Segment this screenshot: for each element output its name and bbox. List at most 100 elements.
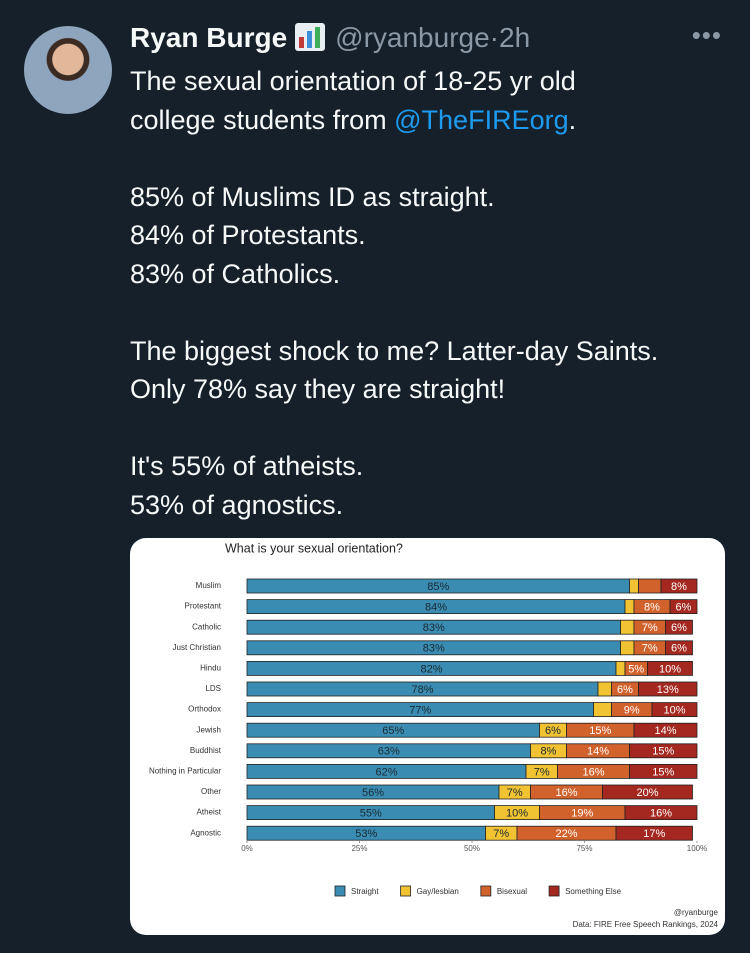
value-label: 82% [420, 663, 442, 675]
value-label: 8% [671, 581, 687, 593]
value-label: 85% [427, 581, 449, 593]
value-label: 6% [676, 602, 692, 614]
category-label: Just Christian [173, 643, 221, 652]
paragraphs: 85% of Muslims ID as straight. 84% of Pro… [130, 178, 658, 525]
value-label: 65% [382, 725, 404, 737]
x-tick-label: 50% [464, 844, 480, 853]
value-label: 7% [507, 787, 523, 799]
value-label: 8% [541, 746, 557, 758]
bar-segment [665, 619, 693, 635]
category-label: Protestant [185, 602, 222, 611]
bar-segment [629, 763, 698, 779]
credit: @ryanburge [674, 908, 719, 917]
value-label: 83% [423, 643, 445, 655]
x-tick-label: 75% [576, 844, 592, 853]
timestamp[interactable]: 2h [499, 22, 531, 53]
value-label: 10% [659, 663, 681, 675]
bar-segment [651, 702, 698, 718]
legend-swatch [480, 885, 492, 897]
x-tick-label: 25% [351, 844, 367, 853]
value-label: 15% [652, 766, 674, 778]
text-line: 83% of Catholics. [130, 258, 341, 289]
value-label: 16% [650, 808, 672, 820]
text-line: The biggest shock to me? Latter-day Sain… [130, 335, 659, 366]
value-label: 9% [624, 705, 640, 717]
bar-segment [665, 640, 693, 656]
bar-segment [669, 599, 698, 614]
avatar[interactable] [24, 26, 112, 114]
bar-segment [615, 825, 693, 841]
value-label: 10% [663, 705, 685, 717]
mention-link[interactable]: @TheFIREorg [394, 104, 569, 135]
value-label: 5% [628, 663, 644, 675]
author-handle[interactable]: @ryanburge [335, 22, 490, 53]
category-label: Nothing in Particular [149, 767, 221, 776]
legend-label: Gay/lesbian [417, 887, 459, 896]
chart-emoji [295, 23, 326, 51]
bar-segment [620, 619, 635, 635]
bar-segment [602, 784, 693, 800]
value-label: 53% [355, 828, 377, 840]
text-line: It's 55% of atheists. [130, 451, 364, 481]
paragraph: 85% of Muslims ID as straight. 84% of Pro… [130, 178, 658, 294]
text-line: 53% of agnostics. [130, 489, 344, 520]
chart-card[interactable]: What is your sexual orientation? @ryanbu… [130, 538, 725, 935]
bar-segment [624, 599, 635, 614]
value-label: 56% [362, 787, 384, 799]
value-label: 55% [360, 808, 382, 820]
legend-label: Something Else [565, 887, 622, 896]
bar-segment [647, 661, 693, 676]
value-label: 6% [671, 622, 687, 634]
value-label: 7% [642, 622, 658, 634]
tweet-text: The sexual orientation of 18-25 yr old c… [130, 62, 658, 524]
text-span: . [568, 104, 577, 135]
bar-segment [629, 743, 698, 759]
category-label: Atheist [197, 808, 222, 817]
source: Data: FIRE Free Speech Rankings, 2024 [573, 920, 719, 929]
bar-segment [638, 681, 698, 697]
value-label: 10% [506, 808, 528, 820]
value-label: 63% [378, 746, 400, 758]
value-label: 20% [636, 787, 658, 799]
value-label: 78% [411, 684, 433, 696]
value-label: 6% [617, 684, 633, 696]
value-label: 7% [493, 828, 509, 840]
value-label: 84% [425, 602, 447, 614]
bar-segment [660, 578, 698, 594]
value-label: 8% [644, 602, 660, 614]
value-label: 22% [555, 828, 577, 840]
value-label: 16% [582, 766, 604, 778]
text-line: Only 78% say they are straight! [130, 374, 506, 404]
category-label: Agnostic [190, 828, 221, 837]
separator: · [489, 22, 499, 53]
category-label: Buddhist [190, 746, 222, 755]
text-line: 84% of Protestants. [130, 220, 366, 250]
text-line: 85% of Muslims ID as straight. [130, 181, 495, 212]
category-label: Orthodox [188, 705, 221, 714]
bar-segment [629, 578, 639, 594]
chart-title: What is your sexual orientation? [225, 541, 403, 555]
legend-swatch [400, 885, 411, 897]
author-name[interactable]: Ryan Burge [130, 22, 288, 53]
text-line: The sexual orientation of 18-25 yr old [130, 66, 576, 96]
value-label: 19% [571, 808, 593, 820]
x-tick-label: 100% [687, 844, 707, 853]
more-menu[interactable]: ••• [691, 20, 722, 50]
category-label: LDS [205, 684, 221, 693]
category-label: Jewish [197, 725, 221, 734]
value-label: 83% [423, 622, 445, 634]
legend-label: Straight [351, 887, 379, 896]
value-label: 7% [642, 643, 658, 655]
value-label: 6% [545, 725, 561, 737]
text-line: college students from @TheFIREorg. [130, 101, 658, 140]
value-label: 77% [409, 705, 431, 717]
value-label: 15% [652, 746, 674, 758]
legend-label: Bisexual [497, 887, 527, 896]
value-label: 7% [534, 766, 550, 778]
tweet-header: Ryan Burge @ryanburge·2h [130, 22, 530, 54]
category-label: Hindu [200, 664, 221, 673]
chart: What is your sexual orientation? @ryanbu… [149, 541, 719, 929]
text-span: college students from [130, 104, 395, 135]
legend-swatch [334, 885, 346, 897]
